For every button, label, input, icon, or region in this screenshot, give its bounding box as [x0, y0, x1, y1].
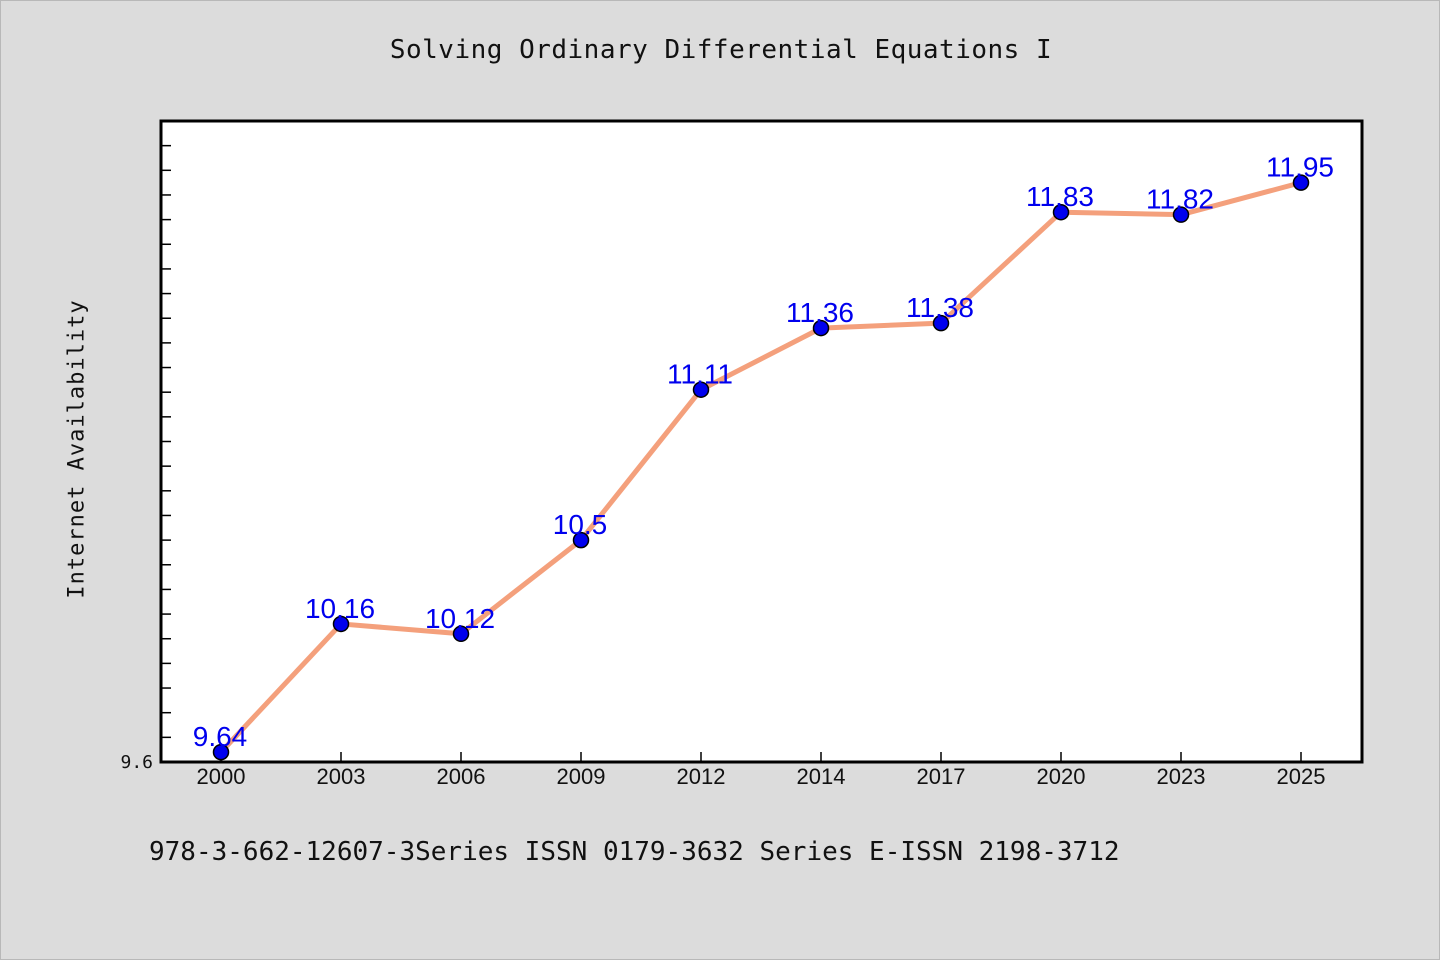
data-label: 11.36: [786, 297, 854, 328]
data-label: 10.5: [553, 509, 608, 540]
data-point: [932, 314, 950, 332]
plot-area: [159, 119, 1364, 764]
x-tick-label: 2003: [317, 764, 366, 789]
data-point: [452, 625, 470, 643]
x-tick-label: 2009: [557, 764, 606, 789]
data-point: [1052, 203, 1070, 221]
x-axis-ticks: 2000 2003 2006 2009 2012 2014 2017 2020 2023 2025: [197, 752, 1326, 789]
data-point: [692, 381, 710, 398]
series-line-group: [219, 180, 1302, 754]
data-point: [1292, 174, 1310, 191]
x-tick-label: 2006: [437, 764, 486, 789]
data-point: [1172, 206, 1190, 223]
data-label: 11.83: [1026, 181, 1094, 212]
data-label: 10.16: [305, 593, 375, 624]
x-tick-label: 2025: [1277, 764, 1326, 789]
x-tick-label: 2014: [797, 764, 846, 789]
x-tick-label: 2000: [197, 764, 246, 789]
x-tick-label: 2017: [917, 764, 966, 789]
data-labels: 9.64 10.16 10.12 10.5 11.11 11.36 11.38 11.83 11…: [193, 152, 1334, 753]
data-label: 11.38: [906, 292, 974, 323]
x-tick-label: 2012: [677, 764, 726, 789]
data-point: [332, 615, 350, 633]
data-point: [812, 319, 830, 337]
data-label: 9.64: [193, 721, 248, 752]
data-label: 11.95: [1266, 152, 1334, 183]
y-axis-ticks: 9.6: [120, 144, 171, 773]
data-point: [572, 531, 590, 549]
data-markers: [212, 174, 1310, 761]
chart-title: Solving Ordinary Differential Equations …: [389, 35, 1053, 65]
y-tick-label: 9.6: [120, 752, 153, 773]
data-label: 11.82: [1146, 184, 1214, 215]
series-line: [219, 180, 1302, 754]
x-tick-label: 2023: [1157, 764, 1206, 789]
data-point: [212, 743, 230, 761]
x-tick-label: 2020: [1037, 764, 1086, 789]
footer-isbn-text: 978-3-662-12607-3Series ISSN 0179-3632 S…: [149, 837, 1120, 867]
data-label: 11.11: [667, 359, 733, 390]
data-label: 10.12: [425, 603, 495, 634]
